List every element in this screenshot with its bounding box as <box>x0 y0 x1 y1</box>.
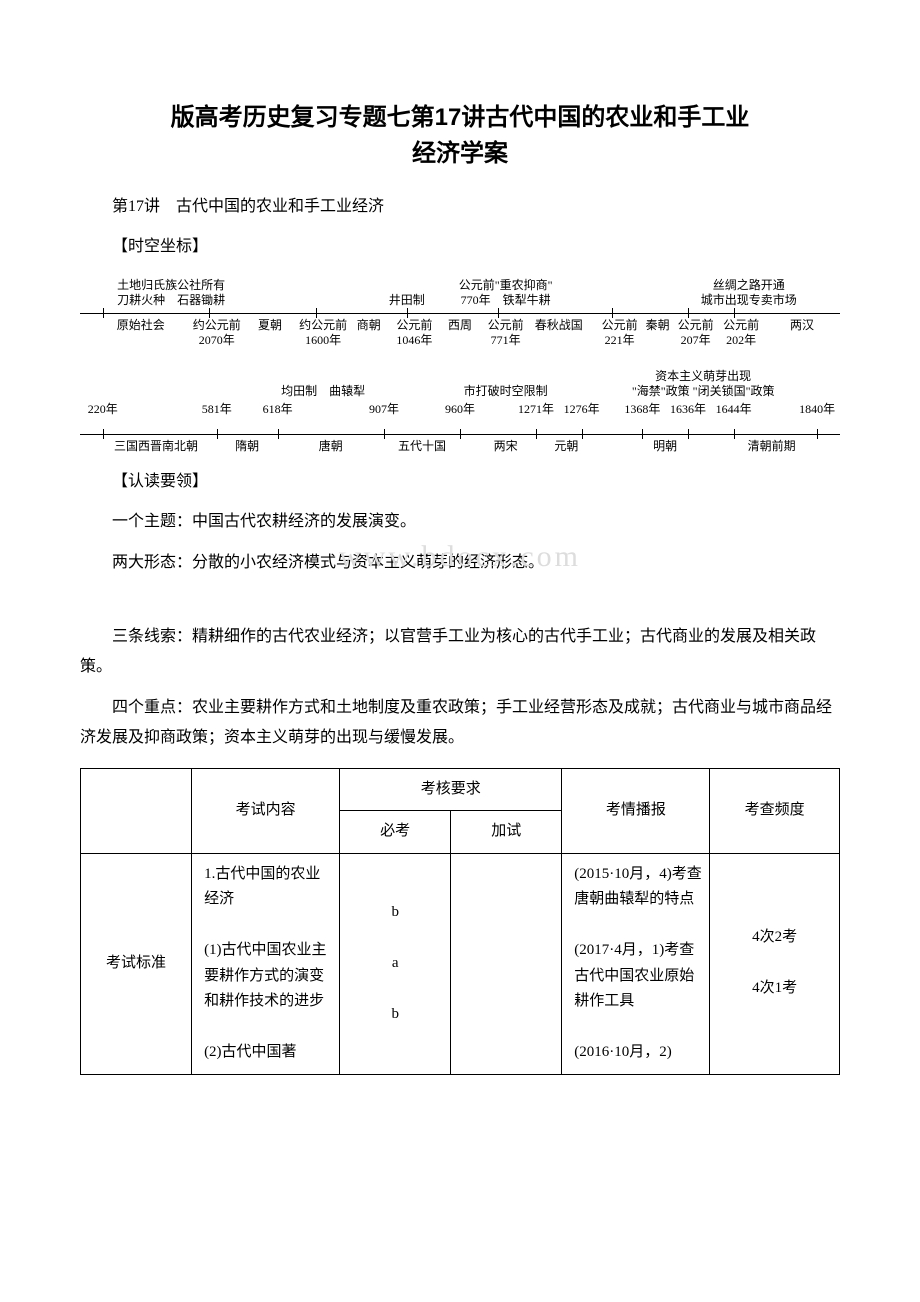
cell-req: b a b <box>340 853 451 1074</box>
tl2-year: 960年 <box>445 402 475 418</box>
tl2-axis <box>80 434 840 435</box>
tl1-year: 公元前202年 <box>723 318 759 349</box>
tl2-year: 907年 <box>369 402 399 418</box>
tl1-year: 公元前1046年 <box>396 318 432 349</box>
tl2-period: 隋朝 <box>235 439 259 455</box>
hdr-content: 考试内容 <box>192 768 340 853</box>
tl1-period: 原始社会 <box>117 318 165 334</box>
tl1-year: 公元前771年 <box>488 318 524 349</box>
cell-content: 1.古代中国的农业经济 (1)古代中国农业主要耕作方式的演变和耕作技术的进步 (… <box>192 853 340 1074</box>
tl2-label: 资本主义萌芽出现"海禁"政策 "闭关锁国"政策 <box>632 369 775 400</box>
para-threads: 三条线索：精耕细作的古代农业经济；以官营手工业为核心的古代手工业；古代商业的发展… <box>80 622 840 683</box>
tl1-period: 秦朝 <box>646 318 670 334</box>
tl2-period: 清朝前期 <box>748 439 796 455</box>
tl2-year: 1276年 <box>564 402 600 418</box>
tl2-year: 1840年 <box>799 402 835 418</box>
tl1-axis <box>80 313 840 314</box>
tl2-year: 220年 <box>88 402 118 418</box>
cell-report: (2015·10月，4)考查唐朝曲辕犁的特点 (2017·4月，1)考查古代中国… <box>562 853 710 1074</box>
page-title-line1: 版高考历史复习专题七第17讲古代中国的农业和手工业 <box>171 104 750 131</box>
tl1-year: 约公元前1600年 <box>299 318 347 349</box>
cell-jia <box>451 853 562 1074</box>
tl2-year: 1636年 <box>670 402 706 418</box>
hdr-req-bi: 必考 <box>340 811 451 854</box>
tl1-period: 夏朝 <box>258 318 282 334</box>
hdr-report: 考情播报 <box>562 768 710 853</box>
tl1-period: 春秋战国 <box>535 318 583 334</box>
tl2-year: 1271年 <box>518 402 554 418</box>
tl2-year: 1644年 <box>716 402 752 418</box>
timeline-1: 土地归氏族公社所有刀耕火种 石器锄耕 井田制 公元前"重农抑商"770年 铁犁牛… <box>80 281 840 350</box>
tl1-label: 公元前"重农抑商"770年 铁犁牛耕 <box>459 278 553 309</box>
tl1-year: 公元前221年 <box>602 318 638 349</box>
para-points: 四个重点：农业主要耕作方式和土地制度及重农政策；手工业经营形态及成就；古代商业与… <box>80 693 840 754</box>
tl2-year: 1368年 <box>624 402 660 418</box>
tl2-year: 581年 <box>202 402 232 418</box>
section-read: 【认读要领】 <box>80 467 840 497</box>
tl1-period: 两汉 <box>790 318 814 334</box>
tl2-label: 市打破时空限制 <box>464 384 548 400</box>
tl2-period: 唐朝 <box>319 439 343 455</box>
hdr-freq: 考查频度 <box>710 768 840 853</box>
hdr-req-jia: 加试 <box>451 811 562 854</box>
tl2-period: 明朝 <box>653 439 677 455</box>
watermark: www.bdocx.com <box>80 540 840 574</box>
tl1-period: 西周 <box>448 318 472 334</box>
para-theme: 一个主题：中国古代农耕经济的发展演变。 <box>80 507 840 537</box>
lecture-heading: 第17讲 古代中国的农业和手工业经济 <box>80 192 840 222</box>
tl2-label: 均田制 曲辕犁 <box>281 384 365 400</box>
tl2-year: 618年 <box>263 402 293 418</box>
tl1-label: 土地归氏族公社所有刀耕火种 石器锄耕 <box>117 278 225 309</box>
tl1-year: 公元前207年 <box>678 318 714 349</box>
cell-freq: 4次2考 4次1考 <box>710 853 840 1074</box>
rowhead: 考试标准 <box>81 853 192 1074</box>
tl1-year: 约公元前2070年 <box>193 318 241 349</box>
tl2-period: 三国西晋南北朝 <box>114 439 198 455</box>
tl1-label: 井田制 <box>389 293 425 309</box>
section-time-coord: 【时空坐标】 <box>80 232 840 262</box>
tl1-period: 商朝 <box>357 318 381 334</box>
tl2-period: 两宋 <box>494 439 518 455</box>
tl2-period: 五代十国 <box>398 439 446 455</box>
tl2-period: 元朝 <box>554 439 578 455</box>
exam-table: 考试内容 考核要求 考情播报 考查频度 必考 加试 考试标准 1.古代中国的农业… <box>80 768 840 1075</box>
hdr-req: 考核要求 <box>340 768 562 811</box>
page-title-line2: 经济学案 <box>412 140 508 167</box>
timeline-2: 均田制 曲辕犁 市打破时空限制 资本主义萌芽出现"海禁"政策 "闭关锁国"政策 … <box>80 372 840 457</box>
tl1-label: 丝绸之路开通城市出现专卖市场 <box>701 278 797 309</box>
